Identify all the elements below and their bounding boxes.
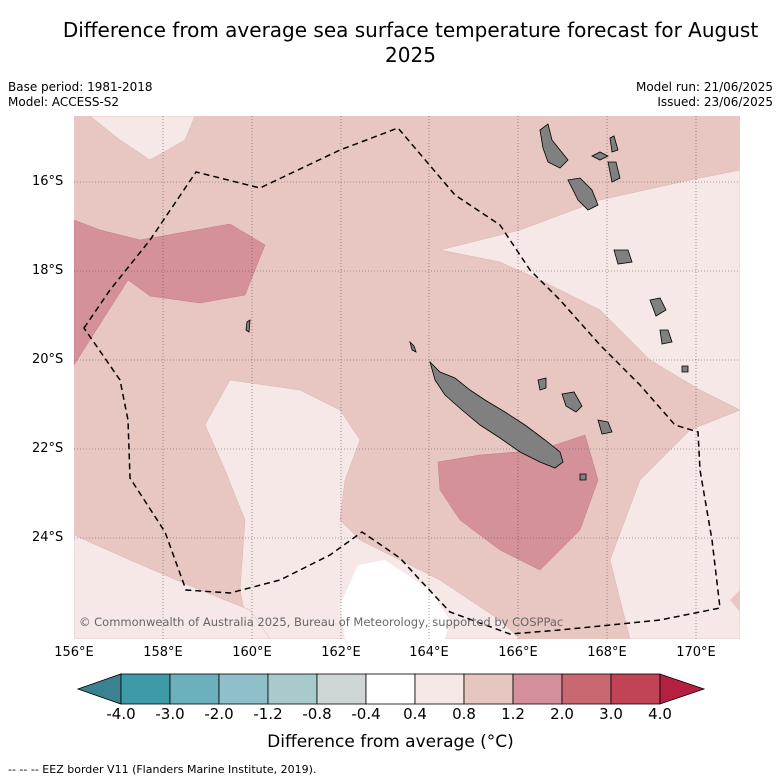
colorbar-segment [512, 673, 563, 705]
colorbar-segment [414, 673, 465, 705]
lat-label: 24°S [32, 530, 64, 545]
map-area: © Commonwealth of Australia 2025, Bureau… [74, 116, 740, 639]
island-11 [597, 419, 613, 435]
new-caledonia-island [429, 360, 564, 469]
land-masses [245, 123, 689, 481]
lon-label: 168°E [587, 645, 627, 660]
eez-border [83, 127, 721, 635]
colorbar-tick: -4.0 [106, 705, 136, 723]
colorbar-segment [218, 673, 269, 705]
issued-date: Issued: 23/06/2025 [657, 95, 773, 109]
colorbar-tick: 2.0 [550, 705, 574, 723]
island-14 [409, 340, 417, 353]
lon-label: 160°E [232, 645, 272, 660]
graticule [74, 116, 740, 639]
colorbar-segment [120, 673, 171, 705]
colorbar-title: Difference from average (°C) [267, 732, 514, 752]
model-name: Model: ACCESS-S2 [8, 95, 120, 109]
island-7 [649, 297, 667, 317]
eez-legend-footer: -- -- -- EEZ border V11 (Flanders Marine… [8, 763, 317, 776]
island-6 [613, 249, 633, 265]
colorbar-tick: 3.0 [599, 705, 623, 723]
meta-right: Model run: 21/06/2025 Issued: 23/06/2025 [636, 80, 773, 110]
colorbar-segment [561, 673, 612, 705]
colorbar-segment [316, 673, 367, 705]
lon-label: 156°E [54, 645, 94, 660]
island-9 [681, 365, 689, 373]
colorbar-tick: -0.4 [351, 705, 381, 723]
colorbar-segment [365, 673, 416, 705]
colorbar-tick: 0.4 [403, 705, 427, 723]
map-title: Difference from average sea surface temp… [62, 18, 759, 67]
colorbar-tick: 4.0 [648, 705, 672, 723]
lat-label: 20°S [32, 352, 64, 367]
colorbar-segment [463, 673, 514, 705]
colorbar-tick: -0.8 [302, 705, 332, 723]
model-run: Model run: 21/06/2025 [635, 80, 773, 94]
lat-label: 22°S [32, 441, 64, 456]
anomaly-neutral-region [340, 560, 450, 639]
lon-label: 158°E [143, 645, 183, 660]
lat-label: 16°S [32, 174, 64, 189]
colorbar-tick: -1.2 [253, 705, 283, 723]
lat-label: 18°S [32, 263, 64, 278]
island-3 [591, 151, 609, 161]
lon-label: 162°E [321, 645, 361, 660]
colorbar-tick: -3.0 [155, 705, 185, 723]
colorbar-tick: 0.8 [452, 705, 476, 723]
colorbar-tick: 1.2 [501, 705, 525, 723]
lon-label: 166°E [498, 645, 538, 660]
colorbar-under-extend [76, 673, 122, 705]
island-8 [659, 329, 673, 345]
meta-left: Base period: 1981-2018 Model: ACCESS-S2 [8, 80, 153, 110]
anomaly-base-patch-se [730, 590, 740, 612]
anomaly-light-region-sw [74, 534, 271, 639]
colorbar-over-extend [659, 673, 706, 705]
island-1 [539, 123, 569, 169]
island-15 [245, 319, 251, 333]
island-10 [561, 391, 583, 413]
anomaly-warm-region-west [74, 219, 266, 366]
colorbar-segment [267, 673, 318, 705]
island-2 [567, 177, 599, 211]
colorbar-tick: -2.0 [204, 705, 234, 723]
lon-label: 170°E [676, 645, 716, 660]
colorbar-segment [169, 673, 220, 705]
anomaly-light-region-nw [89, 116, 196, 161]
island-12 [537, 377, 547, 391]
base-period: Base period: 1981-2018 [8, 80, 153, 94]
anomaly-light-region-center [204, 379, 521, 639]
island-5 [607, 161, 621, 183]
copyright-note: © Commonwealth of Australia 2025, Bureau… [79, 615, 563, 629]
colorbar-segment [610, 673, 661, 705]
island-4 [609, 135, 619, 153]
colorbar [76, 673, 706, 705]
lon-label: 164°E [409, 645, 449, 660]
island-13 [579, 473, 587, 481]
